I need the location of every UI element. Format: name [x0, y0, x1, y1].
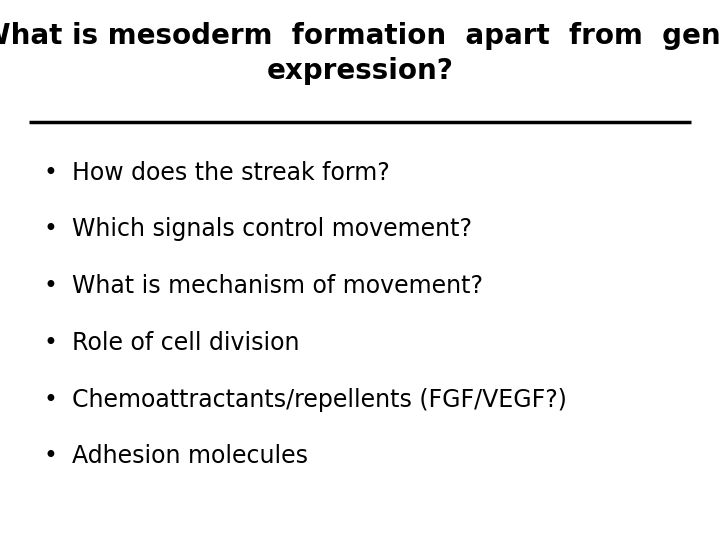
Text: Chemoattractants/repellents (FGF/VEGF?): Chemoattractants/repellents (FGF/VEGF?) [72, 388, 567, 411]
Text: What is mechanism of movement?: What is mechanism of movement? [72, 274, 483, 298]
Text: •: • [43, 274, 58, 298]
Text: What is mesoderm  formation  apart  from  gene
expression?: What is mesoderm formation apart from ge… [0, 22, 720, 85]
Text: •: • [43, 388, 58, 411]
Text: •: • [43, 331, 58, 355]
Text: Role of cell division: Role of cell division [72, 331, 300, 355]
Text: How does the streak form?: How does the streak form? [72, 161, 390, 185]
Text: Which signals control movement?: Which signals control movement? [72, 218, 472, 241]
Text: •: • [43, 161, 58, 185]
Text: •: • [43, 218, 58, 241]
Text: Adhesion molecules: Adhesion molecules [72, 444, 308, 468]
Text: •: • [43, 444, 58, 468]
